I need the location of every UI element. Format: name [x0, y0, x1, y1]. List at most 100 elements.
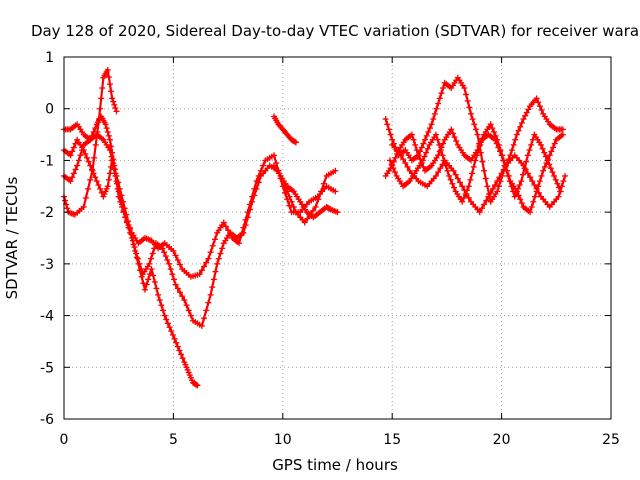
data-point [104, 128, 111, 135]
data-point [536, 178, 543, 185]
data-point [249, 198, 256, 205]
data-point [176, 347, 183, 354]
data-point [149, 250, 156, 257]
data-point [122, 214, 129, 221]
data-point [522, 166, 529, 173]
data-point [207, 249, 214, 256]
data-point [246, 206, 253, 213]
data-point [169, 271, 176, 278]
data-point [438, 90, 445, 97]
data-point [137, 267, 144, 274]
data-point [174, 343, 181, 350]
data-layer [61, 66, 569, 389]
data-point [528, 203, 535, 210]
data-point [489, 125, 496, 132]
data-point [163, 316, 170, 323]
data-point [529, 178, 536, 185]
data-point [82, 150, 89, 157]
data-point [525, 106, 532, 113]
data-point [174, 285, 181, 292]
data-point [423, 149, 430, 156]
y-tick-label: -6 [40, 412, 54, 428]
data-point [473, 152, 480, 159]
data-point [170, 276, 177, 283]
series-6 [271, 162, 341, 221]
data-point [542, 153, 549, 160]
data-point [412, 141, 419, 148]
data-point [166, 260, 173, 267]
data-point [312, 203, 319, 210]
data-point [457, 179, 464, 186]
data-point [452, 171, 459, 178]
data-point [117, 194, 124, 201]
data-point [557, 188, 564, 195]
data-point [454, 175, 461, 182]
data-point [253, 185, 260, 192]
data-point [160, 307, 167, 314]
data-point [547, 165, 554, 172]
data-point [513, 189, 520, 196]
data-point [98, 95, 105, 102]
x-tick-label: 5 [169, 432, 178, 448]
data-point [538, 107, 545, 114]
data-point [437, 147, 444, 154]
y-tick-label: -5 [40, 360, 54, 376]
data-point [536, 103, 543, 110]
data-point [108, 88, 115, 95]
data-point [541, 149, 548, 156]
data-point [492, 136, 499, 143]
data-point [467, 110, 474, 117]
data-point [528, 141, 535, 148]
x-axis-label: GPS time / hours [272, 456, 398, 474]
data-point [526, 147, 533, 154]
data-point [537, 141, 544, 148]
data-point [153, 285, 160, 292]
data-point [176, 261, 183, 268]
data-point [494, 178, 501, 185]
data-point [430, 116, 437, 123]
y-tick-label: -1 [40, 153, 54, 169]
data-point [318, 188, 325, 195]
data-point [109, 157, 116, 164]
data-point [271, 152, 278, 159]
data-point [97, 185, 104, 192]
data-point [533, 185, 540, 192]
plot-frame [63, 56, 612, 420]
y-tick-label: 0 [45, 102, 54, 118]
data-point [69, 148, 76, 155]
data-point [179, 293, 186, 300]
data-point [62, 197, 69, 204]
data-point [552, 176, 559, 183]
data-point [82, 194, 89, 201]
data-point [508, 183, 515, 190]
data-point [88, 166, 95, 173]
data-point [506, 178, 513, 185]
data-point [391, 169, 398, 176]
data-point [140, 280, 147, 287]
data-point [520, 116, 527, 123]
data-point [510, 188, 517, 195]
data-point [463, 91, 470, 98]
series-trace [62, 133, 337, 328]
data-point [550, 144, 557, 151]
data-point [496, 148, 503, 155]
x-tick-label: 20 [493, 432, 511, 448]
data-point [477, 141, 484, 148]
data-point [453, 138, 460, 145]
data-point [459, 183, 466, 190]
data-point [198, 322, 205, 329]
data-point [85, 185, 92, 192]
data-point [77, 152, 84, 159]
data-point [212, 268, 219, 275]
data-point [64, 205, 71, 212]
data-point [69, 174, 76, 181]
data-point [524, 170, 531, 177]
data-point [420, 140, 427, 147]
data-point [80, 203, 87, 210]
data-point [178, 351, 185, 358]
data-point [483, 197, 490, 204]
data-point [90, 128, 97, 135]
data-point [70, 170, 77, 177]
data-point [215, 255, 222, 262]
data-point [164, 320, 171, 327]
